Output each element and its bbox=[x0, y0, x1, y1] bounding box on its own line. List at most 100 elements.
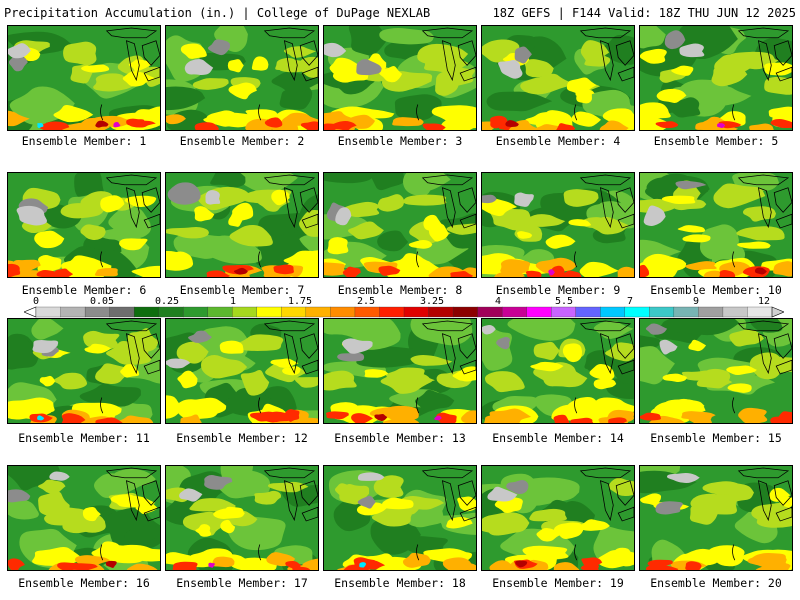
river-outline bbox=[258, 544, 262, 561]
precip-contour bbox=[180, 43, 207, 59]
colorbar-swatch bbox=[600, 306, 626, 318]
precip-contour bbox=[194, 122, 219, 130]
precip-contour bbox=[580, 563, 600, 570]
river-outline bbox=[732, 544, 736, 561]
coastline-outline bbox=[579, 320, 632, 332]
precip-contour bbox=[94, 545, 140, 561]
ensemble-member-map bbox=[481, 465, 635, 571]
precip-contour bbox=[570, 111, 602, 127]
colorbar-min-arrow bbox=[24, 306, 37, 318]
coastline-outline bbox=[457, 40, 476, 66]
coastline-outline bbox=[283, 187, 298, 229]
coastline-outline bbox=[775, 359, 792, 375]
precip-contour bbox=[342, 266, 361, 277]
precip-contour bbox=[180, 414, 202, 423]
coastline-outline bbox=[105, 320, 158, 332]
precip-contour bbox=[737, 241, 771, 249]
coastline-outline bbox=[141, 187, 160, 213]
precip-contour bbox=[394, 94, 442, 121]
colorbar-tick-labels: 0 0.05 0.25 1 1.75 2.5 3.25 4 5.5 7 9 12 bbox=[0, 296, 800, 307]
precip-contour bbox=[300, 121, 318, 130]
river-outline bbox=[100, 544, 104, 561]
river-outline bbox=[100, 397, 104, 414]
colorbar-tick-label: 0.05 bbox=[89, 296, 115, 307]
colorbar-swatch bbox=[649, 306, 675, 318]
ensemble-member-map bbox=[481, 172, 635, 278]
precip-contour bbox=[640, 493, 662, 506]
precip-contour bbox=[489, 560, 514, 570]
colorbar-swatch bbox=[379, 306, 405, 318]
precip-contour bbox=[31, 319, 64, 340]
precip-contour bbox=[34, 230, 65, 249]
precip-contour bbox=[61, 260, 104, 273]
coastline-outline bbox=[773, 187, 792, 213]
precip-contour bbox=[381, 497, 414, 510]
ensemble-member-label: Ensemble Member: 19 bbox=[492, 576, 624, 590]
river-outline bbox=[100, 251, 104, 268]
precip-contour bbox=[662, 373, 687, 382]
precip-contour bbox=[236, 173, 298, 193]
colorbar-swatch bbox=[60, 306, 86, 318]
precip-contour bbox=[553, 522, 584, 539]
precip-contour bbox=[95, 363, 132, 384]
ensemble-member-map bbox=[165, 465, 319, 571]
coastline-outline bbox=[579, 27, 632, 39]
precip-contour bbox=[529, 508, 567, 522]
ensemble-member-label: Ensemble Member: 9 bbox=[495, 283, 621, 297]
precip-contour bbox=[166, 395, 185, 419]
precip-contour bbox=[525, 112, 563, 127]
precip-contour bbox=[580, 519, 610, 531]
precip-contour bbox=[210, 173, 246, 188]
river-outline bbox=[574, 251, 578, 268]
precip-map bbox=[482, 466, 634, 570]
precip-contour bbox=[204, 475, 233, 490]
precip-contour bbox=[220, 466, 254, 498]
ensemble-member-map bbox=[7, 172, 161, 278]
river-outline bbox=[574, 544, 578, 561]
precip-contour bbox=[671, 65, 694, 76]
precip-contour bbox=[382, 417, 420, 423]
precip-contour bbox=[166, 251, 193, 270]
coastline-outline bbox=[599, 333, 614, 375]
river-outline bbox=[574, 104, 578, 121]
precip-contour bbox=[566, 77, 597, 94]
precip-contour bbox=[553, 562, 580, 570]
ensemble-member-map bbox=[323, 25, 477, 131]
precip-contour bbox=[177, 370, 198, 389]
precip-contour bbox=[61, 413, 86, 423]
precip-contour bbox=[127, 328, 159, 352]
colorbar-swatch bbox=[477, 306, 503, 318]
precip-contour bbox=[423, 214, 443, 234]
precip-contour bbox=[325, 411, 349, 420]
coastline-outline bbox=[773, 333, 792, 359]
coastline-outline bbox=[457, 187, 476, 213]
precip-contour bbox=[514, 192, 534, 207]
precip-map bbox=[8, 466, 160, 570]
coastline-outline bbox=[283, 333, 298, 375]
river-outline bbox=[258, 397, 262, 414]
coastline-outline bbox=[457, 333, 476, 359]
precip-contour bbox=[507, 319, 576, 341]
ensemble-member-map bbox=[639, 465, 793, 571]
precip-contour bbox=[8, 497, 39, 520]
precip-contour bbox=[422, 123, 446, 130]
precip-contour bbox=[128, 119, 156, 128]
coastline-outline bbox=[459, 359, 476, 375]
coastline-outline bbox=[141, 333, 160, 359]
precip-contour bbox=[105, 560, 117, 568]
precip-contour bbox=[8, 558, 25, 570]
coastline-outline bbox=[143, 213, 160, 229]
precip-contour bbox=[357, 472, 385, 481]
precip-contour bbox=[233, 267, 248, 275]
coastline-outline bbox=[441, 333, 456, 375]
precip-contour bbox=[446, 517, 473, 529]
precip-contour bbox=[351, 413, 373, 423]
colorbar-swatch bbox=[551, 306, 577, 318]
precip-contour bbox=[364, 369, 389, 378]
colorbar-tick-label: 0.25 bbox=[154, 296, 180, 307]
precip-map bbox=[482, 319, 634, 423]
coastline-outline bbox=[773, 480, 792, 506]
ensemble-member-label: Ensemble Member: 18 bbox=[334, 576, 466, 590]
precip-contour bbox=[206, 110, 236, 127]
colorbar-tick-label: 12 bbox=[757, 296, 771, 307]
